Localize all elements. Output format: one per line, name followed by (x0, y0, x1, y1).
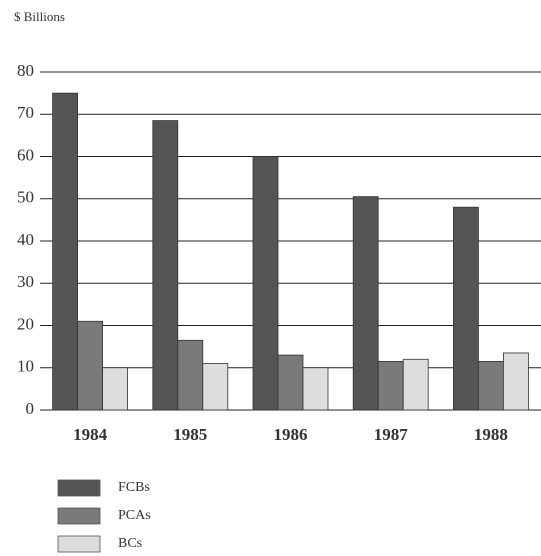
legend-label: FCBs (118, 480, 150, 495)
legend-swatch (57, 479, 101, 497)
bar (502, 352, 529, 411)
bar (302, 367, 329, 411)
y-tick-label: 10 (17, 357, 34, 376)
y-tick-label: 50 (17, 188, 34, 207)
x-tick-label: 1986 (274, 425, 308, 444)
bar (252, 156, 279, 411)
y-tick-label: 70 (17, 103, 34, 122)
bar (52, 92, 78, 411)
legend-swatch (57, 535, 101, 553)
bar (77, 320, 103, 411)
bar (377, 361, 404, 411)
bar (277, 354, 304, 411)
y-tick-label: 60 (17, 145, 34, 164)
bar (202, 363, 229, 411)
bar (177, 339, 204, 411)
y-tick-label: 20 (17, 314, 34, 333)
bar (152, 120, 179, 411)
bar (402, 358, 429, 411)
legend-swatch (57, 507, 101, 525)
bar (102, 367, 128, 411)
y-tick-label: 80 (17, 61, 34, 80)
y-axis-label: $ Billions (14, 9, 65, 24)
y-tick-label: 0 (26, 399, 35, 418)
y-tick-label: 40 (17, 230, 34, 249)
x-tick-label: 1988 (474, 425, 508, 444)
y-tick-label: 30 (17, 272, 34, 291)
bar (352, 196, 379, 411)
legend-label: BCs (118, 536, 142, 551)
x-tick-label: 1987 (374, 425, 409, 444)
legend-label: PCAs (118, 508, 151, 523)
bar (452, 206, 479, 411)
x-tick-label: 1985 (173, 425, 207, 444)
bar (477, 361, 504, 411)
x-tick-label: 1984 (73, 425, 108, 444)
